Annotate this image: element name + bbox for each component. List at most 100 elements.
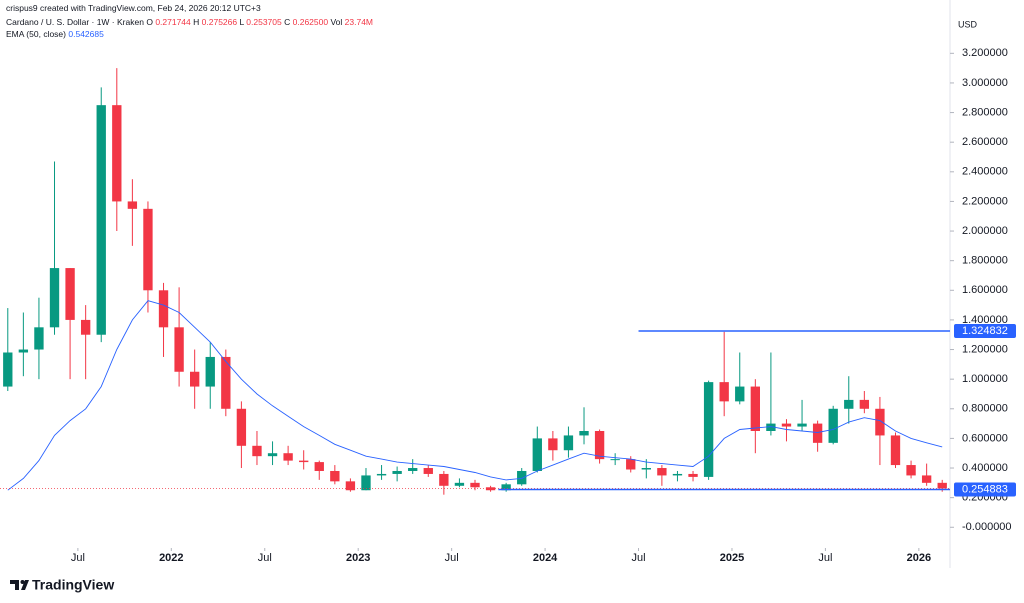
x-tick-label: 2022 (159, 552, 183, 564)
ohlc-key: C (284, 17, 291, 27)
ohlc-value: 0.262500 (292, 17, 329, 27)
x-tick-label: 2026 (907, 552, 931, 564)
candle-body (3, 352, 13, 387)
candle-body (517, 470, 527, 485)
candle-body (844, 399, 854, 409)
x-tick-label: Jul (71, 552, 85, 564)
indicator: EMA (50, close) (6, 29, 66, 39)
candle-body (937, 482, 947, 489)
candle-body (174, 327, 184, 372)
candle-body (18, 349, 29, 353)
candle-body (158, 290, 169, 328)
candle-body (859, 399, 870, 409)
candle-body (299, 460, 309, 463)
candle-body (314, 462, 324, 471)
candle-body (470, 482, 480, 488)
candle-body (672, 473, 683, 476)
candle-body (392, 470, 402, 474)
candle-body (766, 423, 776, 431)
candle-body (797, 423, 807, 427)
legend-row: Cardano / U. S. Dollar · 1W · Kraken O 0… (6, 17, 373, 27)
candle-body (719, 382, 729, 402)
y-tick-label: 0.800000 (962, 403, 1008, 415)
brand: TradingView (32, 577, 114, 593)
y-tick-label: 1.800000 (962, 255, 1008, 267)
candle-body (34, 327, 44, 350)
y-tick-label: 2.200000 (962, 195, 1008, 207)
ohlc-key: L (239, 17, 244, 27)
candle-body (49, 268, 60, 328)
price-label-box (954, 324, 1016, 339)
symbol: Cardano / U. S. Dollar · 1W · Kraken (6, 17, 144, 27)
x-tick-label: 2023 (346, 552, 370, 564)
candle-body (330, 470, 340, 482)
y-tick-label: 1.400000 (962, 314, 1008, 326)
candle-body (875, 408, 885, 436)
candle-body (594, 430, 605, 460)
candle-body (345, 481, 356, 491)
y-tick-label: 1.000000 (962, 373, 1008, 385)
candle-body (439, 473, 449, 486)
price-label-box (954, 482, 1016, 497)
candle-body (221, 356, 231, 409)
x-tick-label: Jul (818, 552, 832, 564)
x-tick-label: 2025 (720, 552, 744, 564)
candle-body (267, 453, 278, 457)
candle-body (501, 484, 511, 491)
y-tick-label: 0.400000 (962, 462, 1008, 474)
x-tick-label: Jul (445, 552, 459, 564)
y-tick-label: 1.200000 (962, 343, 1008, 355)
x-tick-label: Jul (631, 552, 645, 564)
ohlc-value: 0.271744 (155, 17, 191, 27)
candle-body (532, 438, 542, 471)
candle-body (112, 105, 122, 202)
indicator-value: 0.542685 (68, 29, 104, 39)
candle-body (236, 408, 247, 446)
ohlc-value: 0.275266 (201, 17, 238, 27)
candle-body (408, 468, 418, 471)
price-label: 1.324832 (962, 325, 1008, 337)
candle-body (703, 382, 714, 477)
y-tick-label: 2.000000 (962, 225, 1008, 237)
x-tick-label: 2024 (533, 552, 558, 564)
candle-body (750, 386, 760, 431)
ohlc-value: 23.74M (344, 17, 374, 27)
candle-body (376, 473, 387, 476)
y-tick-label: 3.200000 (962, 47, 1008, 59)
candle-body (828, 408, 838, 443)
candle-body (906, 465, 916, 476)
candle-body (641, 468, 651, 470)
ohlc: O 0.271744 H 0.275266 L 0.253705 C 0.262… (146, 17, 373, 27)
candle-body (657, 468, 667, 476)
candle-body (190, 371, 200, 387)
candle-body (205, 356, 215, 387)
candle-body (485, 487, 496, 491)
currency: USD (958, 19, 978, 29)
y-tick-label: 2.600000 (962, 136, 1008, 148)
y-tick-label: 3.000000 (962, 77, 1008, 89)
y-tick-label: 0.600000 (962, 432, 1008, 444)
candle-body (96, 105, 106, 335)
candle-body (65, 268, 75, 320)
price-label: 0.254883 (962, 483, 1008, 495)
candle-body (921, 475, 932, 483)
candle-body (563, 435, 574, 451)
candle-body (735, 386, 745, 402)
candle-body (610, 459, 620, 461)
candle-body (454, 482, 465, 486)
candle-body (283, 453, 293, 461)
brand-logo (10, 580, 29, 590)
candle-body (252, 445, 262, 457)
ema-line (7, 300, 943, 491)
candle-body (812, 423, 823, 443)
ohlc-key: H (193, 17, 200, 27)
x-tick-label: Jul (258, 552, 272, 564)
ohlc-value: 0.253705 (246, 17, 282, 27)
y-tick-label: 1.600000 (962, 284, 1008, 296)
plot-area (3, 68, 947, 495)
candle-body (361, 475, 371, 491)
y-tick-label: 2.800000 (962, 106, 1008, 118)
indicator-row: EMA (50, close) 0.542685 (6, 29, 104, 39)
